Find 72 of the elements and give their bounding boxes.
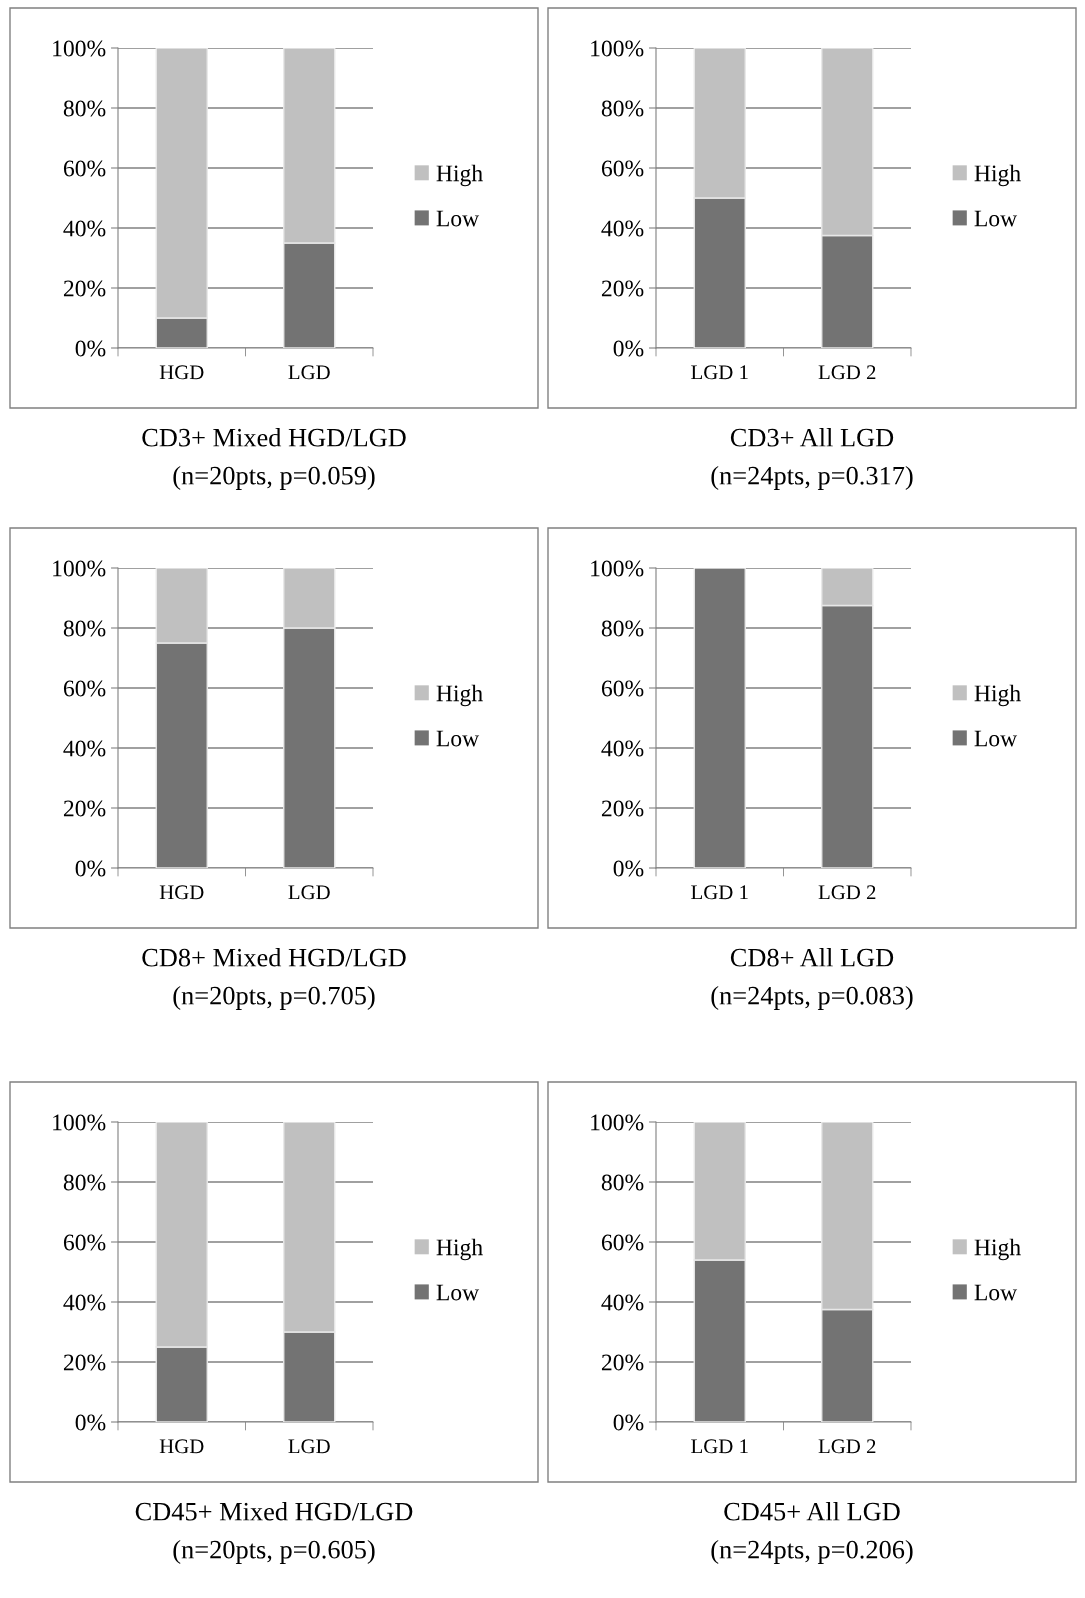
legend-label: High (436, 684, 483, 707)
y-tick-label: 40% (63, 1294, 106, 1311)
text: CD8+ All LGD (730, 948, 894, 967)
y-tick-label: 20% (63, 800, 106, 817)
y-tick-label: 20% (601, 280, 644, 297)
x-tick-label: LGD 1 (691, 1439, 748, 1454)
y-tick-label: 60% (63, 680, 106, 697)
y-tick-label: 100% (53, 1114, 106, 1131)
y-tick-label: 0% (75, 860, 106, 877)
y-tick-label: 20% (601, 1354, 644, 1371)
y-tick-label: 80% (63, 100, 106, 117)
text: (n=24pts, p=0.083) (711, 986, 913, 1010)
text: (n=20pts, p=0.605) (173, 1540, 375, 1564)
y-tick-label: 20% (601, 800, 644, 817)
text: (n=24pts, p=0.206) (711, 1540, 913, 1564)
y-tick-label: 40% (63, 220, 106, 237)
x-tick-label: HGD (159, 1439, 204, 1454)
y-tick-label: 100% (53, 560, 106, 577)
y-tick-label: 80% (63, 620, 106, 637)
y-tick-label: 100% (591, 1114, 644, 1131)
y-tick-label: 60% (601, 680, 644, 697)
legend-label: Low (436, 730, 480, 747)
y-tick-label: 80% (63, 1174, 106, 1191)
y-tick-label: 40% (601, 220, 644, 237)
y-tick-label: 100% (591, 40, 644, 57)
text: CD45+ Mixed HGD/LGD (135, 1502, 413, 1521)
y-tick-label: 80% (601, 100, 644, 117)
x-tick-label: LGD (288, 885, 330, 900)
text: CD8+ Mixed HGD/LGD (142, 948, 406, 967)
y-tick-label: 0% (613, 860, 644, 877)
legend-label: Low (436, 210, 480, 227)
legend-label: Low (974, 730, 1018, 747)
legend-label: High (974, 684, 1021, 707)
text: (n=24pts, p=0.317) (711, 466, 913, 490)
x-tick-label: LGD (288, 365, 330, 380)
y-tick-label: 60% (63, 160, 106, 177)
y-tick-label: 60% (601, 1234, 644, 1251)
y-tick-label: 20% (63, 280, 106, 297)
y-tick-label: 0% (75, 1414, 106, 1431)
y-tick-label: 80% (601, 1174, 644, 1191)
y-tick-label: 40% (63, 740, 106, 757)
x-tick-label: LGD 1 (691, 885, 748, 900)
y-tick-label: 100% (591, 560, 644, 577)
legend-label: Low (974, 1284, 1018, 1301)
text: CD3+ Mixed HGD/LGD (142, 428, 406, 447)
y-tick-label: 40% (601, 1294, 644, 1311)
y-tick-label: 60% (601, 160, 644, 177)
x-tick-label: LGD 2 (818, 885, 876, 900)
x-tick-label: HGD (159, 885, 204, 900)
x-tick-label: LGD 2 (818, 1439, 876, 1454)
x-tick-label: LGD 2 (818, 365, 876, 380)
legend-label: High (974, 164, 1021, 187)
legend-label: High (974, 1238, 1021, 1261)
y-tick-label: 40% (601, 740, 644, 757)
text: (n=20pts, p=0.059) (173, 466, 375, 490)
legend-label: Low (436, 1284, 480, 1301)
y-tick-label: 0% (75, 340, 106, 357)
legend-label: High (436, 1238, 483, 1261)
x-tick-label: LGD 1 (691, 365, 748, 380)
y-tick-label: 20% (63, 1354, 106, 1371)
legend-label: High (436, 164, 483, 187)
y-tick-label: 0% (613, 1414, 644, 1431)
text: CD45+ All LGD (724, 1502, 900, 1521)
y-tick-label: 0% (613, 340, 644, 357)
x-tick-label: HGD (159, 365, 204, 380)
text: (n=20pts, p=0.705) (173, 986, 375, 1010)
text: CD3+ All LGD (730, 428, 894, 447)
x-tick-label: LGD (288, 1439, 330, 1454)
y-tick-label: 80% (601, 620, 644, 637)
y-tick-label: 100% (53, 40, 106, 57)
legend-label: Low (974, 210, 1018, 227)
y-tick-label: 60% (63, 1234, 106, 1251)
